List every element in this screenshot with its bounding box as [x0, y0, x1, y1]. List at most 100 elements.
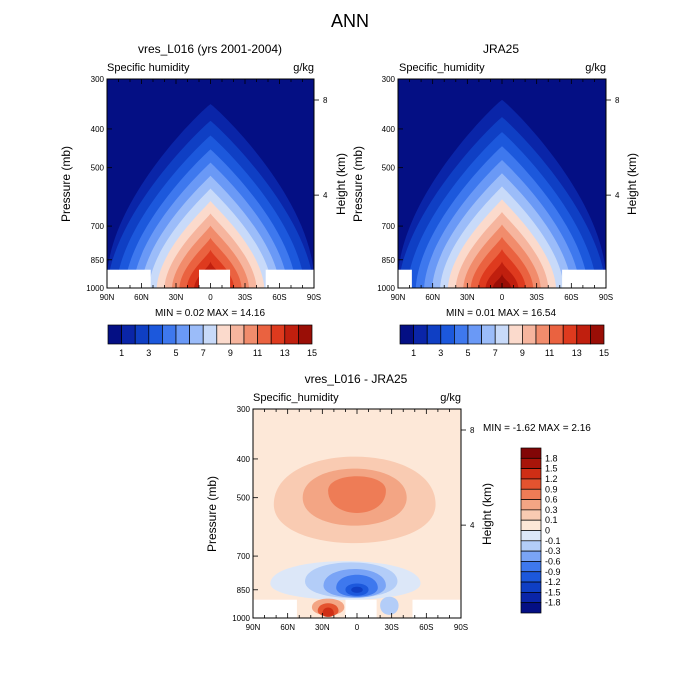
y-tick-label: 700: [91, 222, 105, 231]
x-tick-label: 30N: [169, 293, 184, 302]
colorbar-swatch: [520, 581, 542, 593]
colorbar-swatch: [481, 324, 496, 345]
colorbar-label: -1.2: [545, 577, 561, 587]
x-tick-label: 60N: [134, 293, 149, 302]
panel-model: vres_L016 (yrs 2001-2004) Specific humid…: [59, 42, 348, 358]
y-axis-label: Pressure (mb): [351, 146, 365, 222]
colorbar-label: 15: [307, 348, 317, 358]
min-max-stats: MIN = 0.02 MAX = 14.16: [155, 308, 265, 319]
colorbar-label: 5: [173, 348, 178, 358]
y-tick-label: 400: [382, 125, 396, 134]
colorbar-swatch: [121, 324, 136, 345]
y-tick-label: 850: [237, 586, 251, 595]
panel-title: vres_L016 - JRA25: [305, 372, 408, 386]
x-tick-label: 90N: [100, 293, 115, 302]
colorbar-label: 3: [438, 348, 443, 358]
colorbar-swatch: [494, 324, 510, 345]
missing-data-mask: [107, 269, 151, 288]
colorbar-swatch: [399, 324, 414, 345]
colorbar-swatch: [520, 602, 542, 614]
colorbar-swatch: [284, 324, 299, 345]
colorbar-label: 1: [411, 348, 416, 358]
colorbar-swatch: [549, 324, 564, 345]
colorbar-swatch: [520, 561, 542, 573]
colorbar-swatch: [520, 592, 542, 604]
y2-tick-label: 4: [470, 521, 475, 530]
y-tick-label: 500: [91, 164, 105, 173]
contour-fill-negative: [380, 596, 399, 615]
colorbar-swatch: [257, 324, 272, 345]
colorbar-label: -0.9: [545, 567, 561, 577]
colorbar-label: -0.3: [545, 546, 561, 556]
y2-tick-label: 8: [323, 96, 328, 105]
missing-data-mask: [412, 599, 461, 618]
contour-fill-positive: [322, 607, 334, 617]
colorbar-label: 1.2: [545, 474, 558, 484]
variable-label: Specific_humidity: [253, 392, 339, 404]
x-tick-label: 0: [208, 293, 213, 302]
missing-data-mask: [265, 269, 314, 288]
colorbar-swatch: [243, 324, 258, 345]
colorbar-swatch: [440, 324, 455, 345]
y-axis-label: Pressure (mb): [59, 146, 73, 222]
colorbar-swatch: [162, 324, 177, 345]
colorbar-label: 7: [201, 348, 206, 358]
missing-data-mask: [345, 599, 377, 618]
colorbar-swatch: [508, 324, 523, 345]
x-tick-label: 30S: [238, 293, 252, 302]
colorbar-label: 13: [280, 348, 290, 358]
colorbar-swatch: [413, 324, 428, 345]
missing-data-mask: [199, 269, 231, 288]
colorbar-swatch: [520, 530, 542, 542]
y-axis-label: Pressure (mb): [205, 476, 219, 552]
colorbar-label: -0.6: [545, 556, 561, 566]
x-tick-label: 30N: [460, 293, 475, 302]
units-label: g/kg: [293, 62, 314, 74]
colorbar-swatch: [522, 324, 537, 345]
colorbar-swatch: [520, 457, 542, 469]
colorbar-swatch: [189, 324, 204, 345]
colorbar-swatch: [175, 324, 190, 345]
colorbar-swatch: [590, 324, 605, 345]
y-tick-label: 700: [237, 552, 251, 561]
y2-tick-label: 4: [615, 191, 620, 200]
colorbar-label: 15: [599, 348, 609, 358]
y2-axis-label: Height (km): [334, 153, 348, 215]
x-tick-label: 30S: [385, 623, 399, 632]
min-max-stats: MIN = -1.62 MAX = 2.16: [483, 423, 591, 434]
y-tick-label: 850: [91, 256, 105, 265]
colorbar-label: 11: [253, 348, 262, 358]
colorbar-swatch: [134, 324, 150, 345]
panel-title: JRA25: [483, 42, 519, 56]
colorbar-swatch: [520, 550, 542, 562]
units-label: g/kg: [440, 392, 461, 404]
colorbar-swatch: [148, 324, 163, 345]
colorbar-label: 0.1: [545, 515, 558, 525]
contour-fill-positive: [328, 476, 386, 513]
colorbar-label: 11: [545, 348, 554, 358]
colorbar-swatch: [216, 324, 231, 345]
colorbar-label: 3: [146, 348, 151, 358]
colorbar-label: 0.6: [545, 495, 558, 505]
colorbar-swatch: [520, 488, 542, 500]
colorbar-swatch: [107, 324, 122, 345]
missing-data-mask: [562, 269, 606, 288]
colorbar-label: -1.5: [545, 587, 561, 597]
units-label: g/kg: [585, 62, 606, 74]
x-tick-label: 90N: [391, 293, 406, 302]
colorbar-label: 0.9: [545, 484, 558, 494]
colorbar-label: 1: [119, 348, 124, 358]
x-tick-label: 90S: [454, 623, 468, 632]
colorbar-swatch: [520, 509, 542, 521]
colorbar-label: -1.8: [545, 598, 561, 608]
y-tick-label: 500: [237, 494, 251, 503]
y-tick-label: 300: [382, 75, 396, 84]
colorbar-swatch: [576, 324, 591, 345]
x-tick-label: 60S: [419, 623, 433, 632]
x-tick-label: 60N: [425, 293, 440, 302]
colorbar-swatch: [520, 468, 542, 480]
x-tick-label: 30N: [315, 623, 330, 632]
y2-tick-label: 4: [323, 191, 328, 200]
y-tick-label: 850: [382, 256, 396, 265]
